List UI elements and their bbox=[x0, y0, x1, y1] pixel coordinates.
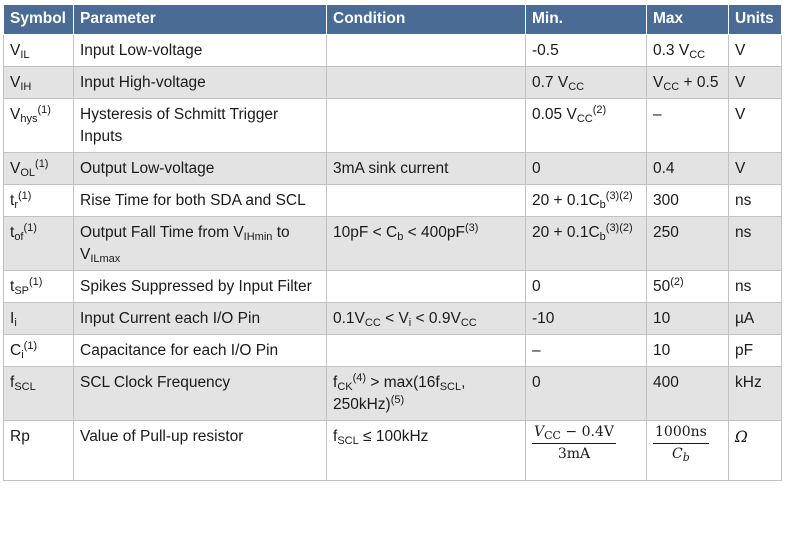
fraction-numerator: 1000ns bbox=[653, 424, 709, 444]
symbol-cell: Vhys(1) bbox=[3, 98, 74, 153]
parameter-cell: Rise Time for both SDA and SCL bbox=[73, 184, 327, 217]
max-cell: 10 bbox=[646, 334, 729, 367]
table-row: Vhys(1) Hysteresis of Schmitt Trigger In… bbox=[3, 98, 782, 153]
max-cell: 400 bbox=[646, 366, 729, 421]
symbol-cell: Ii bbox=[3, 302, 74, 335]
condition-cell bbox=[326, 270, 526, 303]
units-cell: V bbox=[728, 152, 782, 185]
max-cell: 1000ns Cb bbox=[646, 420, 729, 481]
table-row: Rp Value of Pull-up resistor fSCL ≤ 100k… bbox=[3, 420, 782, 481]
table-row: tSP(1) Spikes Suppressed by Input Filter… bbox=[3, 270, 782, 303]
table-row: tr(1) Rise Time for both SDA and SCL 20 … bbox=[3, 184, 782, 217]
symbol-cell: Rp bbox=[3, 420, 74, 481]
parameter-cell: Capacitance for each I/O Pin bbox=[73, 334, 327, 367]
table-row: fSCL SCL Clock Frequency fCK(4) > max(16… bbox=[3, 366, 782, 421]
max-cell: 0.4 bbox=[646, 152, 729, 185]
condition-cell bbox=[326, 334, 526, 367]
condition-cell bbox=[326, 184, 526, 217]
symbol-cell: tSP(1) bbox=[3, 270, 74, 303]
min-cell: 20 + 0.1Cb(3)(2) bbox=[525, 216, 647, 271]
units-cell: kHz bbox=[728, 366, 782, 421]
max-cell: 300 bbox=[646, 184, 729, 217]
max-cell: – bbox=[646, 98, 729, 153]
units-cell: ns bbox=[728, 184, 782, 217]
units-cell: ns bbox=[728, 216, 782, 271]
header-units: Units bbox=[728, 4, 782, 35]
units-cell: ns bbox=[728, 270, 782, 303]
max-cell: 0.3 VCC bbox=[646, 34, 729, 67]
condition-cell bbox=[326, 66, 526, 99]
parameter-cell: SCL Clock Frequency bbox=[73, 366, 327, 421]
fraction-denominator: 3mA bbox=[557, 446, 591, 462]
parameter-cell: Output Fall Time from VIHmin to VILmax bbox=[73, 216, 327, 271]
fraction-denominator: Cb bbox=[672, 446, 690, 464]
max-cell: 50(2) bbox=[646, 270, 729, 303]
units-cell: µA bbox=[728, 302, 782, 335]
min-cell: 0 bbox=[525, 366, 647, 421]
table-row: VIH Input High-voltage 0.7 VCC VCC + 0.5… bbox=[3, 66, 782, 99]
condition-cell: 0.1VCC < Vi < 0.9VCC bbox=[326, 302, 526, 335]
min-cell: 0 bbox=[525, 270, 647, 303]
condition-cell: fSCL ≤ 100kHz bbox=[326, 420, 526, 481]
symbol-cell: VOL(1) bbox=[3, 152, 74, 185]
max-cell: 250 bbox=[646, 216, 729, 271]
min-fraction: VCC − 0.4V 3mA bbox=[532, 424, 616, 463]
parameter-cell: Spikes Suppressed by Input Filter bbox=[73, 270, 327, 303]
symbol-cell: fSCL bbox=[3, 366, 74, 421]
header-symbol: Symbol bbox=[3, 4, 74, 35]
min-cell: -0.5 bbox=[525, 34, 647, 67]
header-row: Symbol Parameter Condition Min. Max Unit… bbox=[3, 4, 782, 35]
parameter-cell: Input Low-voltage bbox=[73, 34, 327, 67]
min-cell: 20 + 0.1Cb(3)(2) bbox=[525, 184, 647, 217]
parameter-cell: Input Current each I/O Pin bbox=[73, 302, 327, 335]
units-cell: V bbox=[728, 34, 782, 67]
symbol-cell: tof(1) bbox=[3, 216, 74, 271]
condition-cell bbox=[326, 34, 526, 67]
table-row: Ci(1) Capacitance for each I/O Pin – 10 … bbox=[3, 334, 782, 367]
electrical-characteristics-table: Symbol Parameter Condition Min. Max Unit… bbox=[3, 4, 782, 481]
header-max: Max bbox=[646, 4, 729, 35]
min-cell: VCC − 0.4V 3mA bbox=[525, 420, 647, 481]
units-cell: pF bbox=[728, 334, 782, 367]
header-condition: Condition bbox=[326, 4, 526, 35]
units-cell: V bbox=[728, 98, 782, 153]
condition-cell: fCK(4) > max(16fSCL, 250kHz)(5) bbox=[326, 366, 526, 421]
header-min: Min. bbox=[525, 4, 647, 35]
parameter-cell: Value of Pull-up resistor bbox=[73, 420, 327, 481]
min-cell: 0.7 VCC bbox=[525, 66, 647, 99]
condition-cell bbox=[326, 98, 526, 153]
max-fraction: 1000ns Cb bbox=[653, 424, 709, 463]
min-cell: -10 bbox=[525, 302, 647, 335]
min-cell: 0.05 VCC(2) bbox=[525, 98, 647, 153]
condition-cell: 10pF < Cb < 400pF(3) bbox=[326, 216, 526, 271]
table-row: VIL Input Low-voltage -0.5 0.3 VCC V bbox=[3, 34, 782, 67]
units-cell: V bbox=[728, 66, 782, 99]
table-row: VOL(1) Output Low-voltage 3mA sink curre… bbox=[3, 152, 782, 185]
units-cell: Ω bbox=[728, 420, 782, 481]
symbol-cell: tr(1) bbox=[3, 184, 74, 217]
parameter-cell: Input High-voltage bbox=[73, 66, 327, 99]
table-row: tof(1) Output Fall Time from VIHmin to V… bbox=[3, 216, 782, 271]
parameter-cell: Output Low-voltage bbox=[73, 152, 327, 185]
symbol-cell: Ci(1) bbox=[3, 334, 74, 367]
condition-cell: 3mA sink current bbox=[326, 152, 526, 185]
fraction-numerator: VCC − 0.4V bbox=[532, 424, 616, 444]
parameter-cell: Hysteresis of Schmitt Trigger Inputs bbox=[73, 98, 327, 153]
symbol-cell: VIH bbox=[3, 66, 74, 99]
header-parameter: Parameter bbox=[73, 4, 327, 35]
table-row: Ii Input Current each I/O Pin 0.1VCC < V… bbox=[3, 302, 782, 335]
max-cell: 10 bbox=[646, 302, 729, 335]
max-cell: VCC + 0.5 bbox=[646, 66, 729, 99]
min-cell: – bbox=[525, 334, 647, 367]
symbol-cell: VIL bbox=[3, 34, 74, 67]
min-cell: 0 bbox=[525, 152, 647, 185]
